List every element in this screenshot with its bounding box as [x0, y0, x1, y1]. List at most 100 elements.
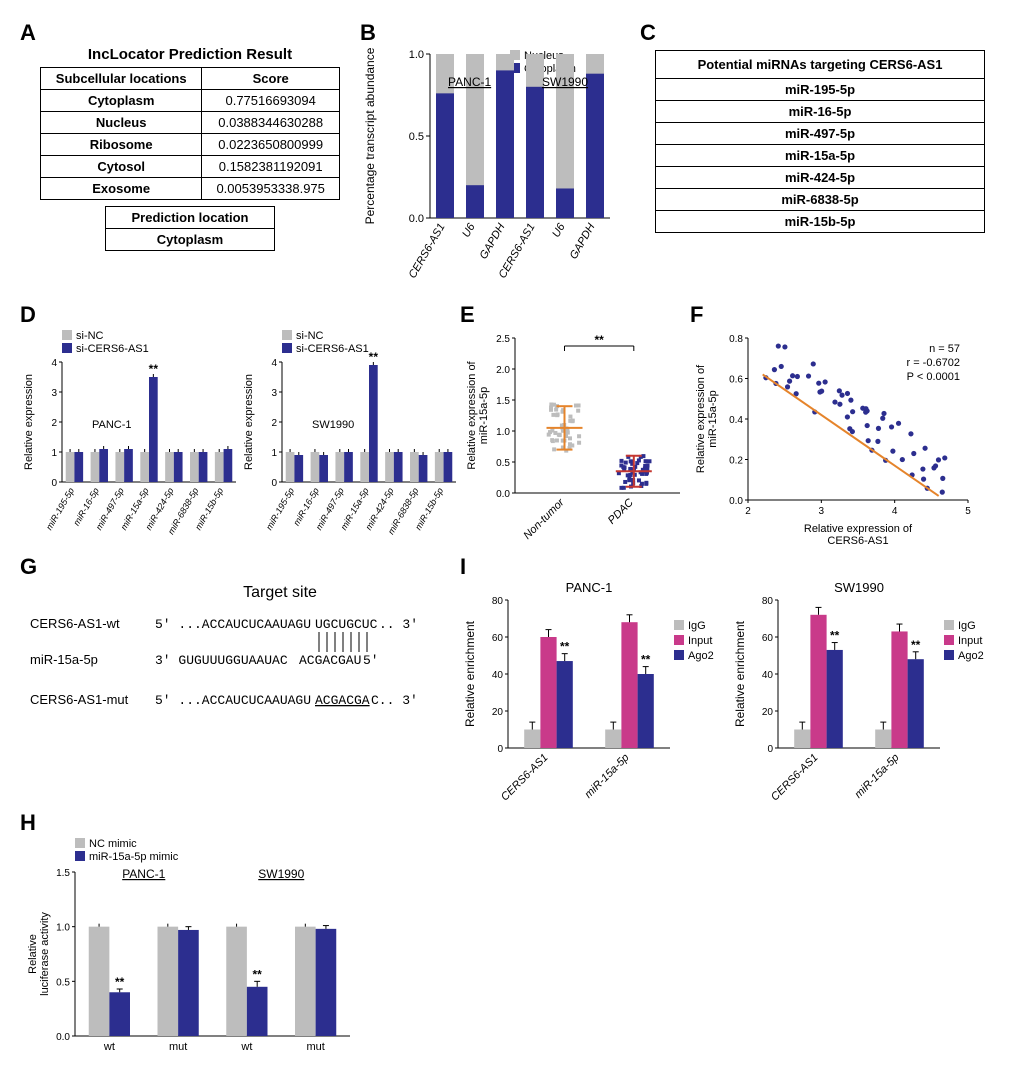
svg-text:0.0: 0.0	[729, 496, 743, 507]
svg-text:1.5: 1.5	[496, 396, 510, 407]
svg-text:U6: U6	[460, 221, 478, 240]
panel-a-title: IncLocator Prediction Result	[20, 46, 360, 63]
svg-text:IgG: IgG	[958, 620, 976, 632]
table-row: Cytoplasm0.77516693094	[41, 90, 340, 112]
panel-label-e: E	[460, 302, 690, 328]
svg-text:CERS6-AS1: CERS6-AS1	[407, 222, 448, 281]
svg-text:4: 4	[51, 358, 57, 369]
svg-text:ACGACGA: ACGACGA	[315, 693, 370, 708]
svg-text:Relativeluciferase activity: Relativeluciferase activity	[27, 912, 51, 996]
table-row: Nucleus0.0388344630288	[41, 112, 340, 134]
table-header: Subcellular locations	[41, 68, 202, 90]
svg-text:UGCUGCUC: UGCUGCUC	[315, 617, 378, 632]
table-row: miR-195-5p	[656, 79, 985, 101]
svg-text:**: **	[641, 653, 651, 667]
svg-text:wt: wt	[240, 1041, 252, 1053]
svg-text:2: 2	[51, 418, 57, 429]
svg-text:mut: mut	[306, 1041, 324, 1053]
svg-text:40: 40	[492, 670, 504, 681]
svg-text:**: **	[149, 362, 159, 376]
svg-text:NC mimic: NC mimic	[89, 838, 137, 850]
svg-text:P < 0.0001: P < 0.0001	[907, 371, 960, 383]
table-row: miR-16-5p	[656, 101, 985, 123]
svg-text:si-CERS6-AS1: si-CERS6-AS1	[296, 343, 369, 355]
table-header: Score	[202, 68, 340, 90]
svg-text:**: **	[369, 350, 379, 364]
svg-text:Relative expression ofCERS6-AS: Relative expression ofCERS6-AS1	[804, 523, 913, 547]
svg-text:0.0: 0.0	[56, 1032, 70, 1043]
svg-text:80: 80	[762, 596, 774, 607]
panel-label-b: B	[360, 20, 620, 46]
svg-text:**: **	[830, 629, 840, 643]
svg-text:C.. 3': C.. 3'	[371, 693, 418, 708]
svg-text:**: **	[253, 967, 263, 981]
table-row: miR-15b-5p	[656, 211, 985, 233]
panel-label-d: D	[20, 302, 460, 328]
table-row: miR-6838-5p	[656, 189, 985, 211]
panel-label-g: G	[20, 554, 460, 580]
table-row: miR-15a-5p	[656, 145, 985, 167]
svg-text:0.2: 0.2	[729, 456, 743, 467]
svg-text:CERS6-AS1: CERS6-AS1	[499, 752, 551, 804]
table-row: Exosome0.0053953338.975	[41, 178, 340, 200]
svg-text:wt: wt	[103, 1041, 115, 1053]
svg-text:r = -0.6702: r = -0.6702	[906, 357, 960, 369]
svg-text:2.0: 2.0	[496, 365, 510, 376]
svg-text:Relative expression: Relative expression	[23, 374, 35, 470]
svg-text:0.6: 0.6	[729, 375, 743, 386]
svg-text:.. 3': .. 3'	[379, 617, 418, 632]
svg-text:60: 60	[492, 633, 504, 644]
svg-text:1: 1	[51, 448, 57, 459]
svg-text:3: 3	[271, 388, 277, 399]
svg-text:PANC-1: PANC-1	[448, 75, 491, 89]
svg-text:**: **	[115, 975, 125, 989]
svg-text:3: 3	[819, 506, 825, 517]
svg-text:CERS6-AS1: CERS6-AS1	[769, 752, 821, 804]
panel-label-a: A	[20, 20, 360, 46]
svg-text:miR-15a-5p: miR-15a-5p	[582, 752, 631, 801]
panel-e-chart: 0.00.51.01.52.02.5Relative expression of…	[460, 328, 690, 548]
svg-text:Ago2: Ago2	[958, 650, 984, 662]
svg-text:0.5: 0.5	[56, 977, 70, 988]
panel-a-subtable: Prediction location Cytoplasm	[105, 206, 275, 251]
table-row: Cytosol0.1582381192091	[41, 156, 340, 178]
panel-g-title: Target site	[100, 584, 460, 602]
svg-text:0: 0	[497, 744, 503, 755]
svg-text:0: 0	[271, 478, 277, 489]
svg-text:U6: U6	[550, 221, 568, 240]
panel-label-i: I	[460, 554, 1000, 580]
panel-i-chart-sw1990: SW1990020406080Relative enrichmentIgGInp…	[730, 580, 1000, 810]
svg-text:SW1990: SW1990	[258, 867, 304, 881]
svg-text:SW1990: SW1990	[312, 419, 354, 431]
panel-c-table: Potential miRNAs targeting CERS6-AS1 miR…	[655, 50, 985, 233]
panel-d-chart-sw1990: si-NCsi-CERS6-AS101234Relative expressio…	[240, 328, 460, 548]
table-row: Ribosome0.0223650800999	[41, 134, 340, 156]
svg-text:si-NC: si-NC	[296, 330, 324, 342]
svg-text:0.5: 0.5	[496, 458, 510, 469]
svg-text:2.5: 2.5	[496, 334, 510, 345]
svg-text:miR-15a-5p mimic: miR-15a-5p mimic	[89, 851, 179, 863]
svg-text:GAPDH: GAPDH	[568, 221, 598, 261]
svg-text:CERS6-AS1-mut: CERS6-AS1-mut	[30, 692, 129, 707]
svg-text:PDAC: PDAC	[606, 497, 636, 527]
svg-text:Percentage transcript abundanc: Percentage transcript abundance	[363, 47, 377, 224]
panel-label-c: C	[640, 20, 1000, 46]
panel-b-chart: NucleusCytoplasm0.00.51.0Percentage tran…	[360, 46, 620, 296]
table-header: Potential miRNAs targeting CERS6-AS1	[656, 51, 985, 79]
svg-text:80: 80	[492, 596, 504, 607]
svg-text:60: 60	[762, 633, 774, 644]
svg-text:Relative expression ofmiR-15a-: Relative expression ofmiR-15a-5p	[695, 364, 719, 473]
panel-label-f: F	[690, 302, 980, 328]
svg-text:5' ...ACCAUCUCAAUAGU: 5' ...ACCAUCUCAAUAGU	[155, 617, 311, 632]
svg-text:Relative expression: Relative expression	[243, 374, 255, 470]
table-row: miR-497-5p	[656, 123, 985, 145]
svg-text:miR-195-5p: miR-195-5p	[44, 486, 76, 532]
svg-text:2: 2	[271, 418, 277, 429]
svg-text:Relative enrichment: Relative enrichment	[733, 620, 747, 727]
svg-text:SW1990: SW1990	[834, 580, 884, 595]
svg-text:0.0: 0.0	[409, 213, 424, 225]
svg-text:5: 5	[965, 506, 971, 517]
svg-text:si-CERS6-AS1: si-CERS6-AS1	[76, 343, 149, 355]
svg-text:5': 5'	[363, 653, 379, 668]
panel-f-chart: 0.00.20.40.60.82345Relative expression o…	[690, 328, 980, 548]
